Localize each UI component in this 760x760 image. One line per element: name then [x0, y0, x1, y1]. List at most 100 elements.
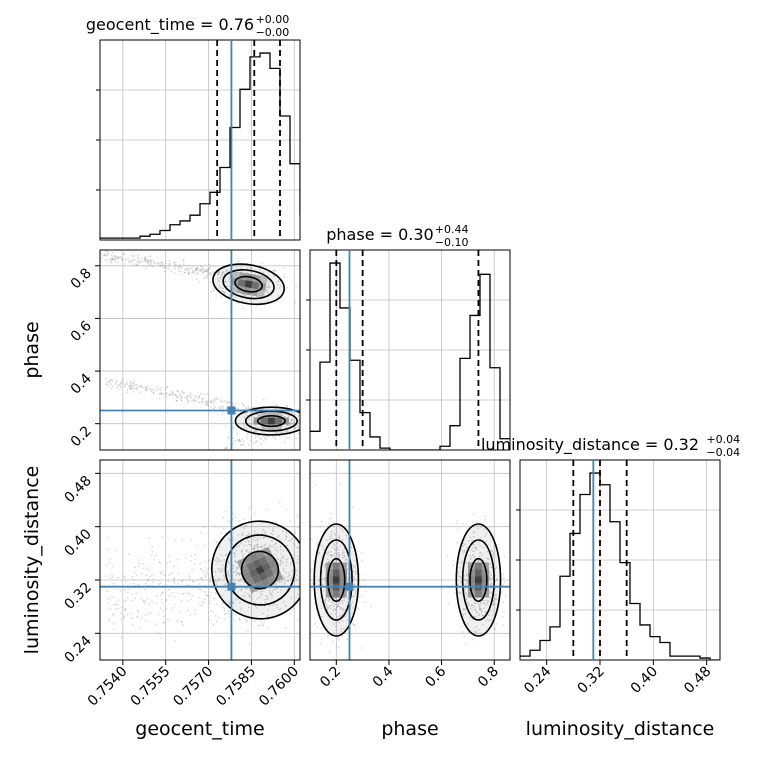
- scatter-phase-vs-geocent-time-sample: [132, 259, 135, 262]
- scatter-phase-vs-geocent-time-sample: [218, 280, 220, 282]
- scatter-luminosity-distance-vs-phase-sample: [344, 608, 347, 610]
- scatter-luminosity-distance-vs-geocent-time-sample: [213, 579, 216, 581]
- scatter-phase-vs-geocent-time-sample: [240, 270, 243, 273]
- scatter-luminosity-distance-vs-phase-sample: [339, 630, 342, 632]
- x-phase-ticklabel-2: 0.6: [422, 663, 449, 690]
- scatter-phase-vs-geocent-time-sample: [170, 270, 172, 273]
- scatter-phase-vs-geocent-time-sample: [256, 296, 259, 299]
- scatter-phase-vs-geocent-time-sample: [282, 432, 285, 434]
- scatter-luminosity-distance-vs-phase-sample: [463, 550, 466, 553]
- scatter-luminosity-distance-vs-geocent-time-sample: [264, 543, 267, 546]
- scatter-luminosity-distance-vs-phase-sample: [477, 602, 480, 605]
- scatter-luminosity-distance-vs-geocent-time-sample: [159, 571, 162, 573]
- scatter-phase-vs-geocent-time-sample: [182, 392, 185, 395]
- scatter-luminosity-distance-vs-geocent-time-sample: [296, 515, 299, 518]
- scatter-luminosity-distance-vs-phase-sample: [336, 605, 339, 608]
- scatter-luminosity-distance-vs-geocent-time-sample: [273, 584, 276, 586]
- scatter-phase-vs-geocent-time-sample: [122, 258, 124, 261]
- scatter-phase-vs-geocent-time-sample: [197, 271, 199, 273]
- scatter-luminosity-distance-vs-geocent-time-sample: [276, 549, 279, 551]
- scatter-phase-vs-geocent-time-sample: [246, 414, 249, 417]
- scatter-luminosity-distance-vs-geocent-time-sample: [208, 597, 210, 599]
- scatter-phase-vs-geocent-time-sample: [223, 400, 226, 402]
- scatter-phase-vs-geocent-time-sample: [198, 395, 200, 398]
- scatter-luminosity-distance-vs-phase-sample: [335, 610, 337, 612]
- scatter-luminosity-distance-vs-geocent-time-sample: [277, 558, 279, 561]
- scatter-phase-vs-geocent-time-sample: [200, 268, 203, 270]
- scatter-luminosity-distance-vs-geocent-time-sample: [248, 596, 251, 599]
- scatter-phase-vs-geocent-time-sample: [162, 264, 164, 267]
- scatter-luminosity-distance-vs-geocent-time-sample: [224, 576, 226, 579]
- scatter-luminosity-distance-vs-geocent-time-sample: [267, 614, 269, 617]
- scatter-luminosity-distance-vs-geocent-time-sample: [145, 582, 147, 585]
- scatter-phase-vs-geocent-time-sample: [208, 268, 210, 270]
- scatter-phase-vs-geocent-time-sample: [221, 400, 224, 403]
- scatter-luminosity-distance-vs-phase-sample: [478, 604, 481, 606]
- scatter-luminosity-distance-vs-geocent-time-sample: [256, 538, 259, 540]
- scatter-luminosity-distance-vs-geocent-time-sample: [297, 619, 299, 621]
- scatter-luminosity-distance-vs-geocent-time-sample: [269, 604, 271, 607]
- scatter-luminosity-distance-vs-geocent-time-sample: [247, 540, 250, 543]
- scatter-luminosity-distance-vs-geocent-time-sample: [285, 604, 287, 607]
- scatter-luminosity-distance-vs-geocent-time-sample: [236, 572, 238, 574]
- scatter-luminosity-distance-vs-phase-sample: [461, 631, 464, 633]
- scatter-luminosity-distance-vs-phase-sample: [488, 577, 491, 579]
- scatter-phase-vs-geocent-time-sample: [267, 435, 269, 437]
- scatter-luminosity-distance-vs-phase-sample: [346, 601, 349, 603]
- scatter-phase-vs-geocent-time-sample: [175, 396, 178, 398]
- scatter-phase-vs-geocent-time-sample: [146, 260, 149, 263]
- scatter-luminosity-distance-vs-geocent-time-sample: [214, 580, 216, 583]
- scatter-luminosity-distance-vs-geocent-time-sample: [116, 603, 118, 606]
- scatter-luminosity-distance-vs-geocent-time-sample: [280, 552, 282, 555]
- scatter-luminosity-distance-vs-geocent-time-sample: [295, 574, 298, 577]
- scatter-luminosity-distance-vs-phase-sample: [469, 558, 472, 560]
- scatter-luminosity-distance-vs-phase-sample: [319, 526, 322, 528]
- scatter-phase-vs-geocent-time-sample: [107, 380, 110, 382]
- scatter-luminosity-distance-vs-geocent-time-sample: [200, 568, 202, 570]
- scatter-phase-vs-geocent-time-sample: [273, 269, 275, 272]
- scatter-luminosity-distance-vs-phase-sample: [324, 564, 326, 566]
- scatter-phase-vs-geocent-time-sample: [129, 261, 131, 263]
- scatter-phase-vs-geocent-time-sample: [204, 403, 207, 406]
- scatter-luminosity-distance-vs-phase-sample: [481, 614, 484, 616]
- scatter-phase-vs-geocent-time-sample: [185, 396, 188, 398]
- scatter-luminosity-distance-vs-phase-sample: [336, 598, 338, 601]
- scatter-luminosity-distance-vs-geocent-time-sample: [111, 565, 114, 568]
- scatter-luminosity-distance-vs-geocent-time-sample: [177, 572, 180, 575]
- scatter-luminosity-distance-vs-phase-sample: [332, 623, 335, 625]
- scatter-phase-vs-geocent-time-sample: [187, 399, 190, 402]
- scatter-phase-vs-geocent-time-sample: [237, 303, 239, 305]
- scatter-luminosity-distance-vs-geocent-time-sample: [256, 549, 259, 551]
- hist-geocent-time: geocent_time = 0.76 +0.00−0.00: [86, 13, 301, 241]
- scatter-luminosity-distance-vs-geocent-time-sample: [249, 551, 251, 553]
- scatter-phase-vs-geocent-time-contour-2: [234, 406, 300, 436]
- scatter-phase-vs-geocent-time-sample: [164, 263, 167, 265]
- scatter-luminosity-distance-vs-geocent-time-sample: [257, 596, 260, 598]
- scatter-luminosity-distance-vs-geocent-time-sample: [262, 624, 265, 627]
- scatter-phase-vs-geocent-time-sample: [181, 265, 183, 267]
- scatter-phase-vs-geocent-time-sample: [162, 266, 165, 269]
- scatter-luminosity-distance-vs-phase-sample: [478, 541, 481, 543]
- scatter-phase-vs-geocent-time-sample: [264, 437, 266, 440]
- scatter-luminosity-distance-vs-geocent-time-sample: [227, 610, 230, 612]
- scatter-luminosity-distance-vs-phase-sample: [491, 614, 494, 616]
- scatter-phase-vs-geocent-time-sample: [181, 273, 183, 276]
- scatter-phase-vs-geocent-time-sample: [113, 255, 116, 257]
- scatter-phase-vs-geocent-time-sample: [144, 257, 147, 260]
- x-geocent-time-ticklabel-3: 0.7585: [213, 664, 259, 710]
- scatter-luminosity-distance-vs-geocent-time-sample: [285, 532, 288, 535]
- scatter-luminosity-distance-vs-phase-sample: [475, 611, 478, 613]
- scatter-luminosity-distance-vs-geocent-time-sample: [176, 619, 179, 621]
- scatter-phase-vs-geocent-time-sample: [227, 437, 230, 440]
- scatter-luminosity-distance-vs-phase-sample: [483, 602, 486, 605]
- scatter-phase-vs-geocent-time-sample: [209, 267, 211, 270]
- scatter-phase-vs-geocent-time-sample: [199, 269, 202, 271]
- scatter-luminosity-distance-vs-geocent-time-sample: [236, 566, 239, 569]
- scatter-luminosity-distance-vs-geocent-time-sample: [239, 573, 241, 576]
- scatter-luminosity-distance-vs-phase-sample: [339, 553, 341, 556]
- scatter-luminosity-distance-vs-geocent-time-sample: [227, 537, 230, 540]
- scatter-luminosity-distance-vs-geocent-time-sample: [120, 612, 122, 615]
- scatter-phase-vs-geocent-time-sample: [192, 269, 194, 272]
- scatter-luminosity-distance-vs-phase-sample: [472, 550, 475, 553]
- scatter-luminosity-distance-vs-geocent-time-sample: [276, 551, 279, 553]
